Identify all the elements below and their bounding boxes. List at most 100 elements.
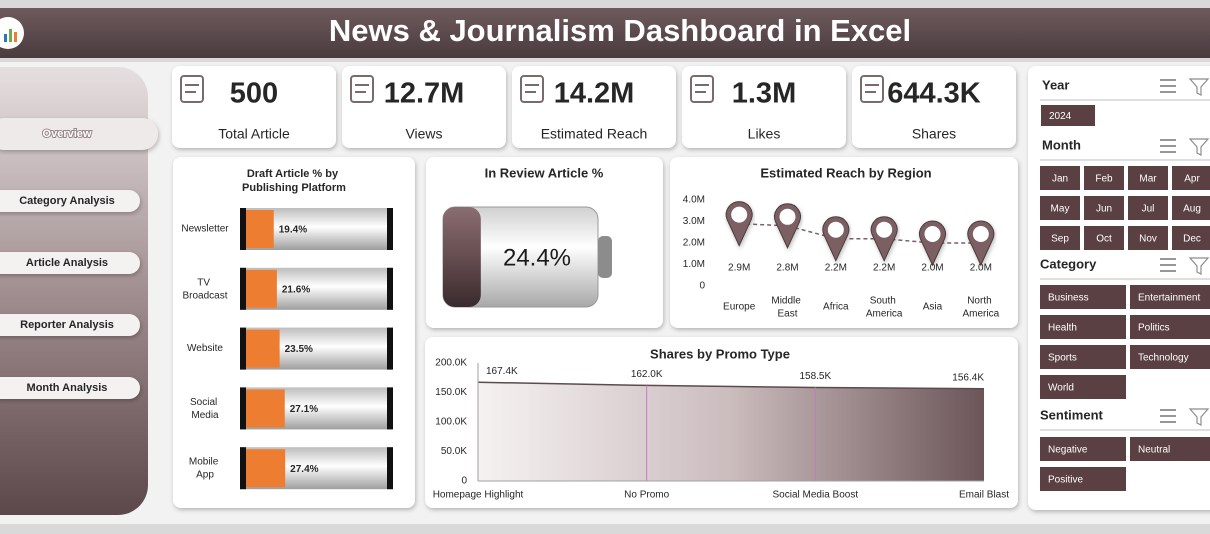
slicer-item-label[interactable]: Aug: [1183, 204, 1201, 215]
y-tick-label: 150.0K: [435, 387, 467, 398]
nav-panel: [0, 67, 148, 515]
nav-button[interactable]: [0, 377, 140, 399]
battery-cap: [598, 236, 612, 278]
slicer-item[interactable]: [1130, 345, 1210, 369]
slicer-item[interactable]: [1040, 345, 1126, 369]
pin-head: [827, 221, 844, 238]
slicer-item[interactable]: [1128, 226, 1168, 250]
slicer-item[interactable]: [1084, 226, 1124, 250]
slicer-title: Sentiment: [1040, 407, 1104, 422]
slicer-item-label[interactable]: Feb: [1095, 174, 1113, 185]
area-line: [477, 381, 985, 390]
slicer-item-label[interactable]: Negative: [1048, 445, 1088, 456]
slicer-item[interactable]: [1128, 166, 1168, 190]
slicer-item-label[interactable]: Health: [1048, 323, 1077, 334]
logo-bar: [4, 34, 7, 42]
slicer-item-label[interactable]: Oct: [1096, 234, 1112, 245]
x-tick-label: Asia: [923, 302, 943, 313]
slicer-item-label[interactable]: Dec: [1183, 234, 1201, 245]
kpi-value: 12.7M: [384, 78, 465, 110]
y-tick-label: 50.0K: [441, 446, 467, 457]
slicer-item[interactable]: [1130, 315, 1210, 339]
kpi-card: [852, 66, 1016, 148]
gauge-value: 24.4%: [503, 244, 571, 271]
nav-label[interactable]: Category Analysis: [19, 195, 115, 207]
slicer-item[interactable]: [1130, 285, 1210, 309]
slicer-item[interactable]: [1172, 166, 1210, 190]
nav-label[interactable]: Month Analysis: [27, 382, 108, 394]
kpi-icon: [180, 75, 204, 103]
slicer-item[interactable]: [1084, 166, 1124, 190]
chart-title: Estimated Reach by Region: [760, 165, 931, 180]
x-tick-label: South America: [866, 295, 903, 319]
slicer-item[interactable]: [1041, 105, 1095, 126]
slicer-item[interactable]: [1040, 166, 1080, 190]
slicer-item[interactable]: [1128, 196, 1168, 220]
slicer-item-label[interactable]: Jul: [1142, 204, 1155, 215]
x-tick-label: Email Blast: [959, 490, 1009, 501]
value-label: 2.2M: [825, 263, 847, 274]
slicer-item-label[interactable]: Nov: [1139, 234, 1157, 245]
kpi-icon: [690, 75, 714, 103]
kpi-label: Shares: [912, 126, 956, 142]
slicer-item[interactable]: [1040, 196, 1080, 220]
nav-button[interactable]: [0, 118, 158, 150]
kpi-value: 500: [230, 78, 278, 110]
slicer-item-label[interactable]: Jun: [1096, 204, 1112, 215]
bar-cap: [387, 208, 393, 250]
slicer-item-label[interactable]: Entertainment: [1138, 293, 1200, 304]
nav-label[interactable]: Article Analysis: [26, 257, 108, 269]
nav-button[interactable]: [0, 252, 140, 274]
slicer-item-label[interactable]: Business: [1048, 293, 1089, 304]
x-tick-label: No Promo: [624, 490, 669, 501]
slicer-item-label[interactable]: Neutral: [1138, 445, 1170, 456]
bar-cap: [387, 267, 393, 310]
value-label: 21.6%: [282, 284, 310, 295]
slicer-item-label[interactable]: May: [1051, 204, 1070, 215]
slicer-item-label[interactable]: Mar: [1139, 174, 1157, 185]
slicer-item[interactable]: [1172, 226, 1210, 250]
value-label: 19.4%: [279, 225, 307, 236]
slicer-item-label[interactable]: Technology: [1138, 353, 1189, 364]
x-tick-label: Homepage Highlight: [433, 490, 524, 501]
y-tick-label: 1.0M: [683, 259, 705, 270]
slicer-item-label[interactable]: Positive: [1048, 475, 1083, 486]
slicer-item-label[interactable]: Apr: [1184, 174, 1200, 185]
slicer-item[interactable]: [1130, 437, 1210, 461]
header-bar: [0, 8, 1210, 58]
slicer-icon: [1160, 409, 1176, 423]
slicer-item-label[interactable]: Sep: [1051, 234, 1069, 245]
content: Overview Category Analysis Article Analysi…: [0, 66, 1210, 501]
slicer-item[interactable]: [1040, 467, 1126, 491]
kpi-value: 1.3M: [732, 78, 796, 110]
slicer-item-label[interactable]: 2024: [1049, 111, 1072, 122]
dashboard-title: News & Journalism Dashboard in Excel: [329, 13, 911, 48]
filter-icon: [1188, 138, 1210, 156]
kpi-icon: [860, 75, 884, 103]
slicer-item[interactable]: [1084, 196, 1124, 220]
value-label: 156.4K: [952, 372, 984, 383]
slicer-item[interactable]: [1040, 315, 1126, 339]
slicer-item[interactable]: [1040, 375, 1126, 399]
pin-head: [779, 208, 796, 225]
slicer-item[interactable]: [1040, 285, 1126, 309]
kpi-label: Views: [405, 126, 442, 142]
nav-button[interactable]: [0, 190, 140, 212]
slicer-item[interactable]: [1172, 196, 1210, 220]
nav-label[interactable]: Reporter Analysis: [20, 319, 114, 331]
slicer-item-label[interactable]: Sports: [1048, 353, 1077, 364]
slicer-item[interactable]: [1040, 437, 1126, 461]
slicer-item-label[interactable]: Politics: [1138, 323, 1170, 334]
slicer-item-label[interactable]: World: [1048, 383, 1074, 394]
pin-head: [924, 226, 941, 242]
slicer-item[interactable]: [1040, 226, 1080, 250]
nav-button[interactable]: [0, 314, 140, 336]
y-tick-label: 3.0M: [683, 216, 705, 227]
category-label: TV Broadcast: [182, 277, 227, 301]
chart-title: In Review Article %: [485, 165, 604, 180]
slicer-item-label[interactable]: Jan: [1052, 174, 1068, 185]
nav-label[interactable]: Overview: [42, 127, 93, 141]
kpi-label: Likes: [748, 126, 781, 142]
x-tick-label: Social Media Boost: [773, 490, 859, 501]
y-tick-label: 4.0M: [683, 195, 705, 206]
